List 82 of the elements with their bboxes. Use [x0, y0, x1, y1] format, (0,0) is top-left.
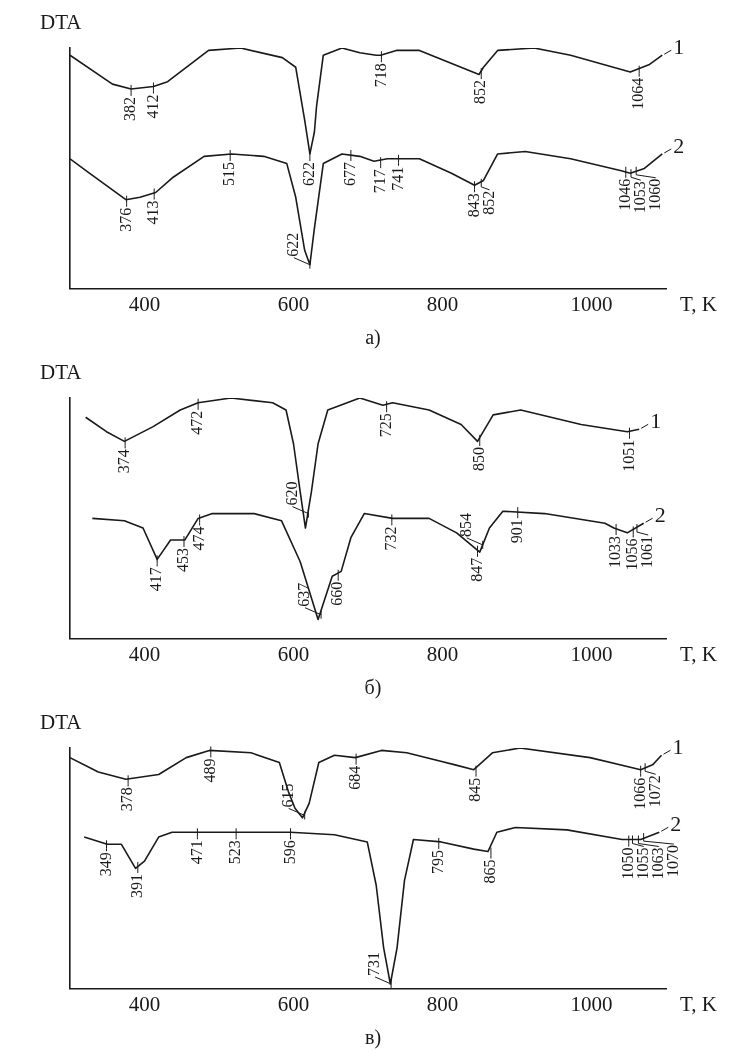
annotation: 732 — [382, 526, 400, 551]
legend-label: 2 — [670, 811, 682, 837]
x-tick-label: 1000 — [570, 641, 613, 666]
annotation: 376 — [116, 207, 134, 232]
x-tick-label: 600 — [277, 291, 310, 316]
annotation: 1066 — [630, 777, 648, 810]
x-tick-label: 600 — [277, 991, 310, 1016]
y-axis-title: DTA — [40, 710, 83, 735]
annotation: 523 — [226, 840, 244, 865]
annotation: 1033 — [606, 536, 624, 569]
annotation: 1072 — [645, 775, 663, 808]
x-tick-label: 800 — [426, 641, 459, 666]
x-axis-title: T, K — [680, 641, 717, 666]
annotation: 453 — [174, 548, 192, 573]
text: а) — [364, 326, 382, 348]
annotation: 865 — [481, 859, 499, 884]
annotation: 717 — [370, 169, 388, 194]
x-tick-label: 800 — [426, 291, 459, 316]
x-axis-title: T, K — [680, 291, 717, 316]
annotation: 622 — [300, 161, 318, 186]
annotation: 684 — [346, 765, 364, 790]
annotation: 660 — [328, 581, 346, 606]
annotation: 1055 — [633, 847, 651, 880]
legend-label: 1 — [672, 734, 684, 760]
annotation: 1060 — [645, 178, 663, 211]
annotation: 374 — [115, 449, 133, 474]
annotation: 489 — [201, 758, 219, 783]
annotation: 718 — [371, 63, 389, 88]
annotation: 731 — [365, 951, 383, 976]
text: б) — [363, 676, 383, 698]
annotation: 349 — [96, 852, 114, 877]
legend-label: 1 — [650, 408, 662, 434]
y-axis-title: DTA — [40, 360, 83, 385]
x-tick-label: 400 — [128, 641, 161, 666]
annotation: 413 — [144, 200, 162, 225]
annotation: 382 — [121, 96, 139, 121]
annotation: 1053 — [630, 181, 648, 214]
legend-label: 2 — [654, 502, 666, 527]
annotation: 845 — [466, 777, 484, 802]
annotation: 1050 — [618, 847, 636, 880]
annotation: 1063 — [648, 847, 666, 880]
x-tick-label: 600 — [277, 641, 310, 666]
annotation: 471 — [187, 840, 205, 865]
legend-label: 1 — [673, 34, 685, 60]
annotation: 741 — [388, 166, 406, 191]
x-axis-title: T, K — [680, 991, 717, 1016]
annotation: 677 — [341, 161, 359, 186]
annotation: 901 — [507, 519, 525, 544]
annotation: 378 — [118, 787, 136, 812]
annotation: 854 — [456, 512, 474, 537]
annotation: 1046 — [615, 178, 633, 211]
annotation: 391 — [128, 873, 145, 898]
annotation: 1064 — [629, 77, 647, 110]
annotation: 620 — [282, 481, 300, 506]
x-tick-label: 1000 — [570, 291, 613, 316]
annotation: 850 — [469, 446, 487, 471]
x-tick-label: 400 — [128, 291, 161, 316]
annotation: 474 — [189, 526, 207, 551]
annotation: 596 — [280, 840, 298, 865]
annotation: 847 — [467, 557, 485, 582]
annotation: 622 — [284, 232, 302, 257]
annotation: 472 — [188, 410, 206, 435]
annotation: 725 — [376, 413, 394, 438]
annotation: 852 — [471, 80, 489, 105]
annotation: 412 — [143, 94, 161, 119]
annotation: 637 — [295, 582, 313, 607]
annotation: 417 — [147, 567, 165, 592]
annotation: 1056 — [623, 538, 641, 571]
annotation: 795 — [428, 849, 446, 874]
y-axis-title: DTA — [40, 10, 83, 35]
annotation: 515 — [220, 161, 238, 186]
text: в) — [363, 1026, 383, 1048]
annotation: 615 — [278, 783, 296, 808]
annotation: 852 — [479, 190, 497, 215]
x-tick-label: 800 — [426, 991, 459, 1016]
annotation: 843 — [464, 193, 482, 218]
annotation: 1061 — [638, 536, 656, 569]
legend-label: 2 — [673, 132, 685, 158]
x-tick-label: 400 — [128, 991, 161, 1016]
annotation: 1051 — [619, 439, 637, 472]
x-tick-label: 1000 — [570, 991, 613, 1016]
annotation: 1070 — [663, 845, 681, 878]
